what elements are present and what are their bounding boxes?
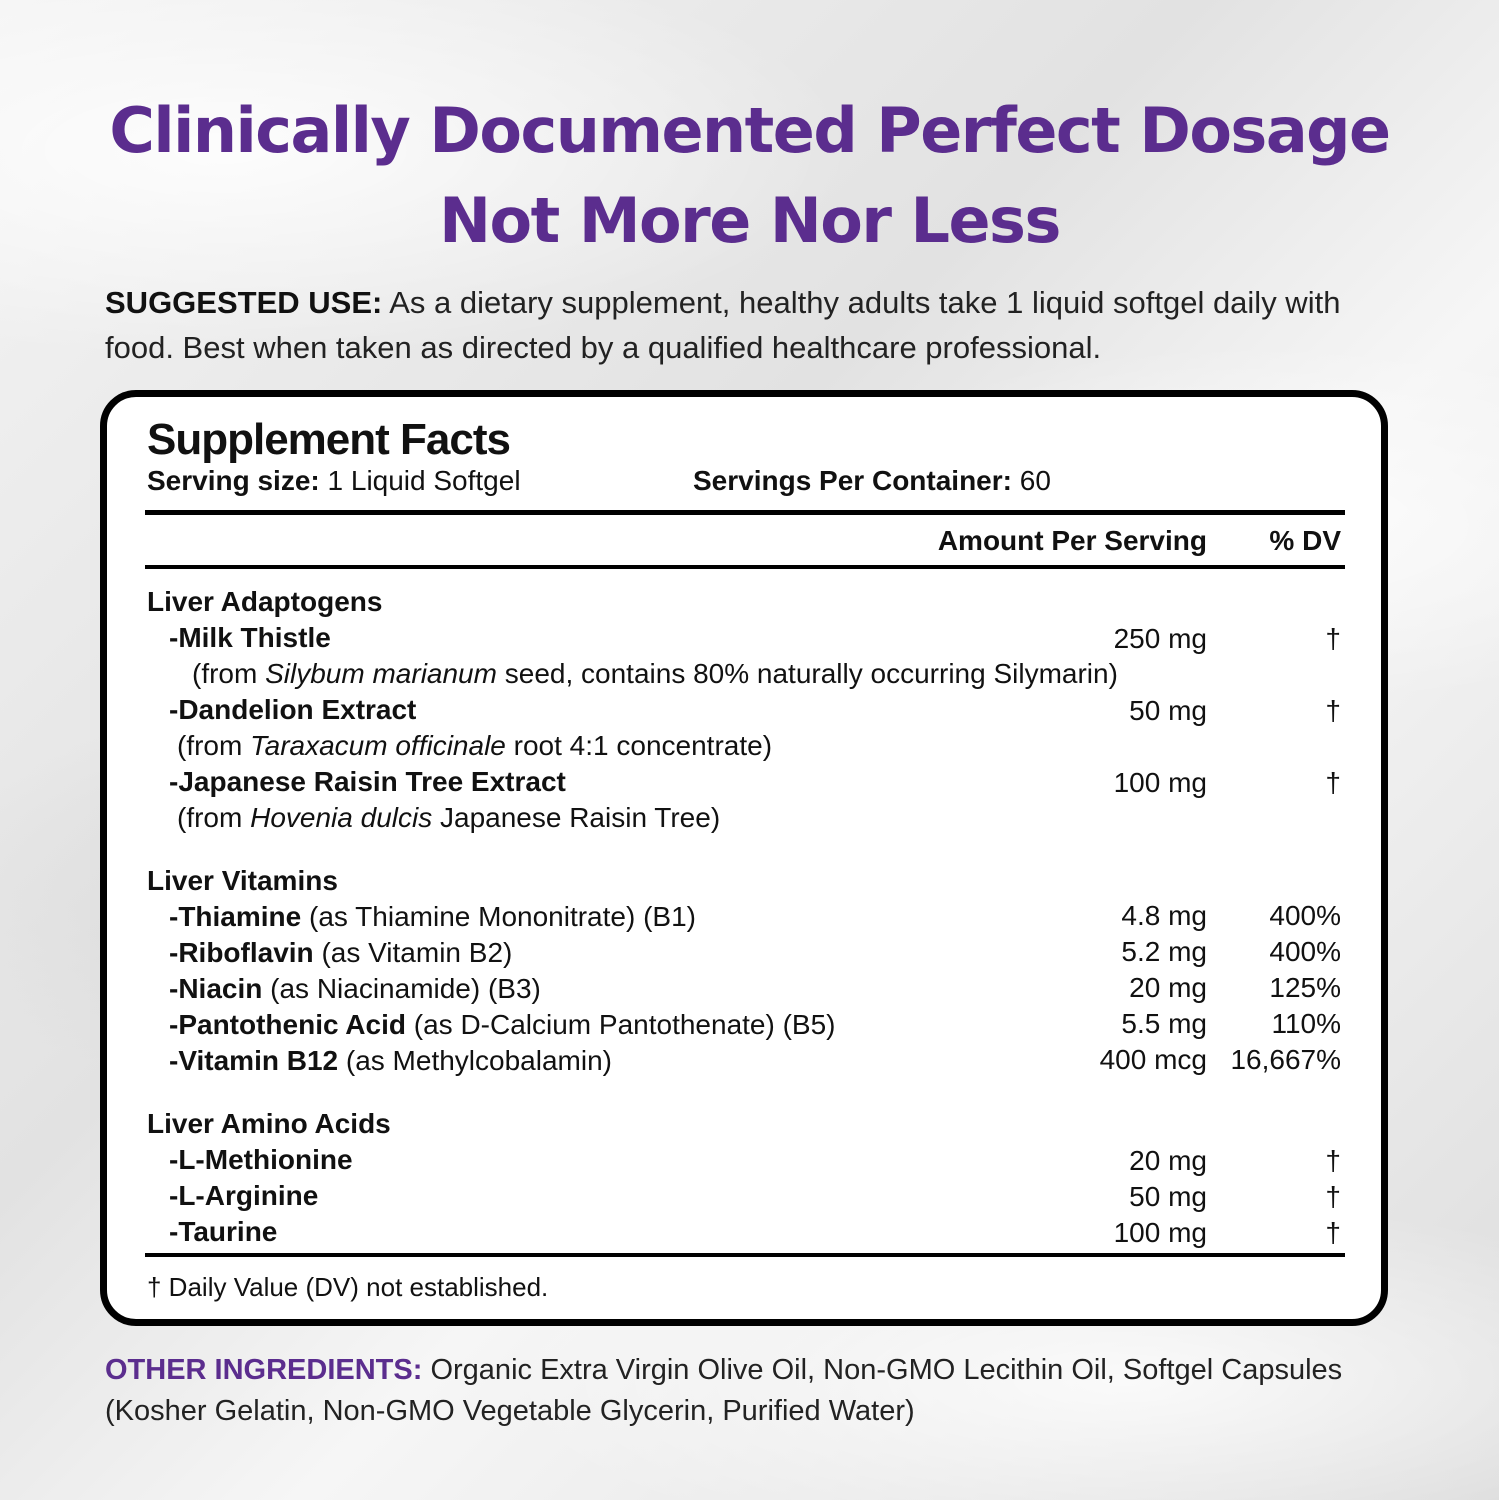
nutrient-name: -Milk Thistle: [169, 622, 331, 653]
nutrient-amount: 20 mg: [1129, 972, 1207, 1003]
nutrient-name: -Japanese Raisin Tree Extract: [169, 766, 566, 797]
nutrient-amount: 5.2 mg: [1121, 936, 1207, 967]
nutrient-dv: 110%: [1271, 1008, 1341, 1039]
nutrient-amount: 100 mg: [1113, 1217, 1207, 1248]
nutrient-name: -Vitamin B12 (as Methylcobalamin): [169, 1045, 612, 1076]
group-title: Liver Amino Acids: [147, 1108, 391, 1139]
nutrient-dv: †: [1325, 767, 1341, 798]
nutrient-dv: †: [1325, 623, 1341, 654]
nutrient-name: -Riboflavin (as Vitamin B2): [169, 937, 513, 968]
serving-size-value: 1 Liquid Softgel: [319, 465, 521, 496]
servings-label: Servings Per Container:: [693, 465, 1012, 496]
nutrient-amount: 250 mg: [1113, 623, 1207, 654]
headline-line-1: Clinically Documented Perfect Dosage: [109, 94, 1391, 167]
dv-footnote: † Daily Value (DV) not established.: [147, 1272, 549, 1302]
group-title: Liver Adaptogens: [147, 586, 383, 617]
supplement-facts-title: Supplement Facts: [147, 415, 511, 464]
thick-divider: [145, 510, 1345, 515]
nutrient-dv: †: [1325, 1181, 1341, 1212]
nutrient-amount: 20 mg: [1129, 1145, 1207, 1176]
nutrient-dv: †: [1325, 695, 1341, 726]
nutrient-dv: 400%: [1269, 936, 1341, 967]
suggested-use: SUGGESTED USE: As a dietary supplement, …: [105, 280, 1405, 370]
nutrient-source: (from Taraxacum officinale root 4:1 conc…: [177, 730, 773, 761]
other-ingredients: OTHER INGREDIENTS: Organic Extra Virgin …: [105, 1350, 1405, 1432]
nutrient-amount: 4.8 mg: [1121, 900, 1207, 931]
nutrient-amount: 50 mg: [1129, 1181, 1207, 1212]
other-ingredients-text: Organic Extra Virgin Olive Oil, Non-GMO …: [105, 1354, 1343, 1427]
header-divider: [145, 565, 1345, 569]
nutrient-dv: 16,667%: [1230, 1044, 1341, 1075]
serving-size: Serving size: 1 Liquid Softgel: [147, 465, 521, 497]
nutrient-dv: 400%: [1269, 900, 1341, 931]
headline-line-2: Not More Nor Less: [439, 184, 1061, 257]
nutrient-source: (from Silybum marianum seed, contains 80…: [192, 658, 1118, 689]
dv-header: % DV: [1269, 525, 1341, 556]
nutrient-amount: 400 mcg: [1099, 1044, 1207, 1075]
other-ingredients-label: OTHER INGREDIENTS:: [105, 1354, 423, 1386]
servings-per-container: Servings Per Container: 60: [693, 465, 1051, 497]
suggested-use-label: SUGGESTED USE:: [105, 285, 383, 320]
nutrient-name: -Pantothenic Acid (as D-Calcium Pantothe…: [169, 1009, 836, 1040]
nutrient-amount: 100 mg: [1113, 767, 1207, 798]
bottom-divider: [145, 1253, 1345, 1257]
nutrient-name: -Niacin (as Niacinamide) (B3): [169, 973, 541, 1004]
servings-value: 60: [1011, 465, 1051, 496]
nutrient-amount: 50 mg: [1129, 695, 1207, 726]
group-title: Liver Vitamins: [147, 865, 338, 896]
nutrient-dv: †: [1325, 1145, 1341, 1176]
nutrient-name: -L-Methionine: [169, 1144, 353, 1175]
supplement-facts-panel: Supplement Facts Serving size: 1 Liquid …: [100, 390, 1388, 1326]
amount-header: Amount Per Serving: [937, 525, 1207, 556]
suggested-use-text: As a dietary supplement, healthy adults …: [105, 285, 1341, 365]
nutrient-dv: 125%: [1269, 972, 1341, 1003]
nutrient-name: -Dandelion Extract: [169, 694, 417, 725]
nutrient-name: -Thiamine (as Thiamine Mononitrate) (B1): [169, 901, 696, 932]
nutrient-amount: 5.5 mg: [1121, 1008, 1207, 1039]
nutrient-dv: †: [1325, 1217, 1341, 1248]
nutrient-name: -Taurine: [169, 1216, 278, 1247]
serving-size-label: Serving size:: [147, 465, 320, 496]
nutrient-source: (from Hovenia dulcis Japanese Raisin Tre…: [177, 802, 721, 833]
nutrient-name: -L-Arginine: [169, 1180, 319, 1211]
